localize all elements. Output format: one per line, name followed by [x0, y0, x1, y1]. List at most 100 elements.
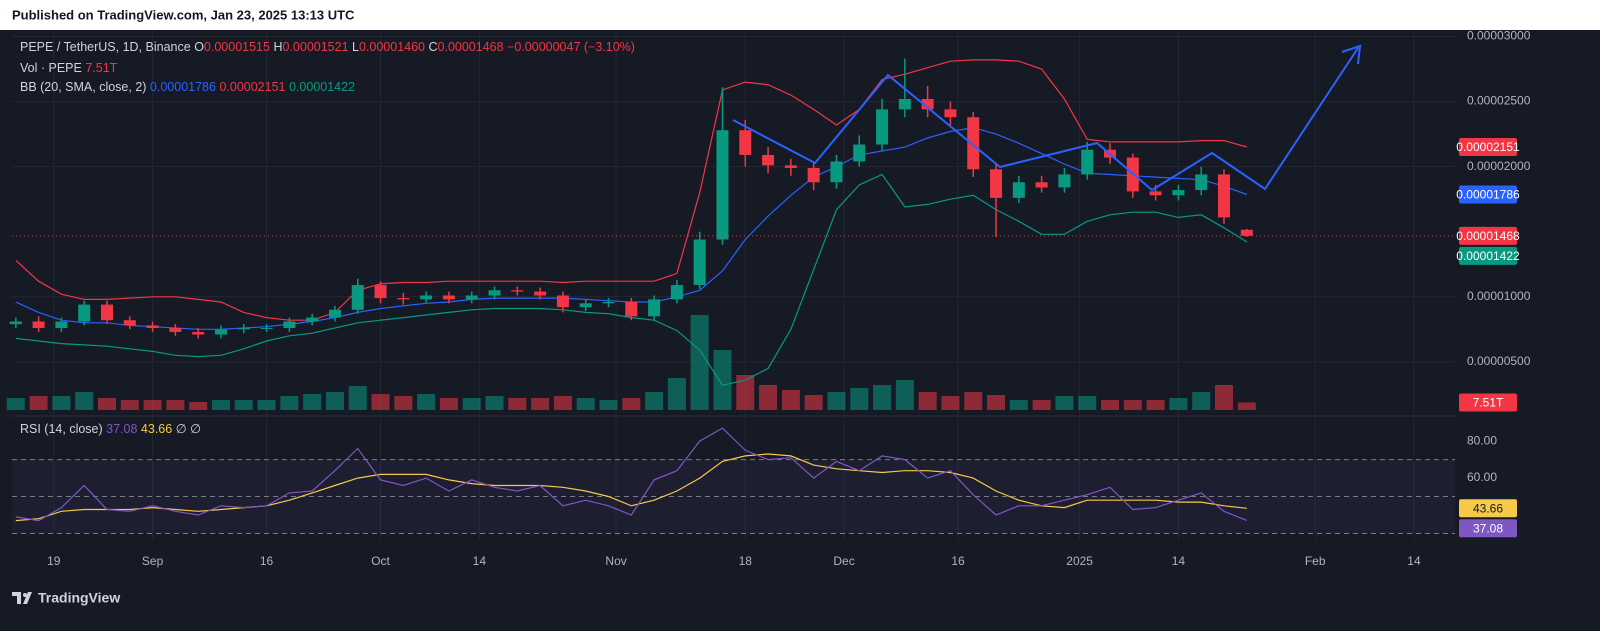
volume-bar — [553, 396, 572, 410]
y-tick-label: 0.00002000 — [1467, 159, 1531, 173]
candle-body — [670, 285, 683, 300]
volume-bar — [645, 392, 664, 410]
candle-body — [1217, 174, 1230, 218]
candle-body — [420, 295, 433, 300]
volume-bar — [394, 396, 413, 410]
volume-bar — [1101, 400, 1120, 410]
y-tick-label: 0.00003000 — [1467, 29, 1531, 43]
candle-body — [876, 109, 889, 145]
volume-bar — [1123, 400, 1142, 410]
volume-bar — [143, 400, 162, 410]
candle-body — [807, 167, 820, 183]
volume-bar — [850, 388, 869, 410]
brand: TradingView — [38, 590, 120, 606]
price-badge-label: 0.00002151 — [1456, 140, 1520, 154]
volume-bar — [417, 394, 436, 410]
h-value: 0.00001521 — [282, 40, 348, 54]
price-badge — [1459, 226, 1517, 245]
volume-bar — [371, 394, 390, 410]
volume-bar — [97, 398, 116, 410]
candle-body — [990, 169, 1003, 198]
candle-body — [442, 295, 455, 300]
candle-body — [351, 285, 364, 310]
candle-body — [853, 144, 866, 162]
candle-body — [192, 331, 205, 335]
candle-body — [1195, 174, 1208, 191]
candle-body — [328, 309, 341, 318]
volume-bar — [325, 392, 344, 410]
rsi-label: RSI (14, close) — [20, 422, 103, 436]
volume-bar — [667, 378, 686, 410]
candle-body — [602, 301, 615, 304]
x-tick-label: Feb — [1305, 554, 1326, 568]
x-tick-label: Oct — [371, 554, 390, 568]
candle-body — [693, 239, 706, 286]
y-tick-label: 0.00002500 — [1467, 94, 1531, 108]
volume-bar — [6, 398, 25, 410]
volume-bar — [166, 400, 185, 410]
candle-body — [898, 98, 911, 110]
rsi-extra: ∅ — [176, 422, 187, 436]
drawing-arrowhead — [1341, 44, 1362, 65]
volume-bar — [1214, 385, 1233, 410]
o-label: O — [194, 40, 204, 54]
plot-layer: 19 Sep 16 Oct 14 Nov 18 Dec 16 2025 14 Feb 14 0.00003… — [6, 29, 1531, 568]
candle-body — [214, 329, 227, 335]
candle-body — [784, 165, 797, 168]
legend-rsi: RSI (14, close) 37.08 43.66 ∅ ∅ — [20, 422, 201, 436]
candle-body — [488, 290, 501, 296]
x-tick-label: 14 — [1172, 554, 1186, 568]
candle-body — [716, 130, 729, 240]
volume-bar — [576, 398, 595, 410]
volume-bar — [52, 396, 71, 410]
price-badge — [1459, 393, 1517, 412]
rsi-extra: ∅ — [190, 422, 201, 436]
volume-bar — [1032, 400, 1051, 410]
logo-dot — [23, 593, 27, 597]
vol-value: 7.51T — [85, 61, 117, 75]
volume-bar — [622, 398, 641, 410]
volume-bar — [29, 396, 48, 410]
candle-body — [1149, 191, 1162, 196]
price-badge-label: 0.00001422 — [1456, 249, 1520, 263]
x-tick-label: Nov — [605, 554, 626, 568]
x-tick-label: 16 — [260, 554, 274, 568]
volume-bar — [781, 390, 800, 410]
y-tick-label: 60.00 — [1467, 470, 1497, 484]
rsi-line — [15, 427, 1248, 522]
symbol: PEPE / TetherUS, 1D, Binance — [20, 40, 191, 54]
candle-body — [944, 109, 957, 118]
c-label: C — [429, 40, 438, 54]
volume-bar — [1078, 396, 1097, 410]
candle-body — [260, 328, 273, 330]
l-value: 0.00001460 — [359, 40, 425, 54]
candle-body — [625, 301, 638, 317]
rsi-ma-value: 43.66 — [141, 422, 172, 436]
volume-bar — [1237, 402, 1256, 410]
x-tick-label: 2025 — [1066, 554, 1093, 568]
c-value: 0.00001468 — [438, 40, 504, 54]
x-tick-label: 14 — [1407, 554, 1421, 568]
volume-bar — [508, 398, 527, 410]
change: −0.00000047 (−3.10%) — [507, 40, 635, 54]
legend-main: PEPE / TetherUS, 1D, Binance O0.00001515… — [20, 40, 635, 54]
price-badge-label: 0.00001468 — [1456, 229, 1520, 243]
volume-bar — [873, 385, 892, 410]
volume-bar — [736, 375, 755, 410]
volume-bar — [189, 402, 208, 410]
legend-bb: BB (20, SMA, close, 2) 0.00001786 0.0000… — [20, 80, 355, 94]
candle-body — [511, 290, 524, 292]
bb-label: BB (20, SMA, close, 2) — [20, 80, 146, 94]
volume-bar — [690, 315, 709, 410]
price-badge — [1459, 185, 1517, 204]
price-badge — [1459, 499, 1517, 518]
chart-background — [0, 30, 1600, 631]
volume-bar — [759, 385, 778, 410]
volume-bar — [941, 396, 960, 410]
candle-body — [465, 295, 478, 300]
candle-body — [579, 303, 592, 308]
price-badge-label: 0.00001786 — [1456, 188, 1520, 202]
price-badge — [1459, 519, 1517, 538]
